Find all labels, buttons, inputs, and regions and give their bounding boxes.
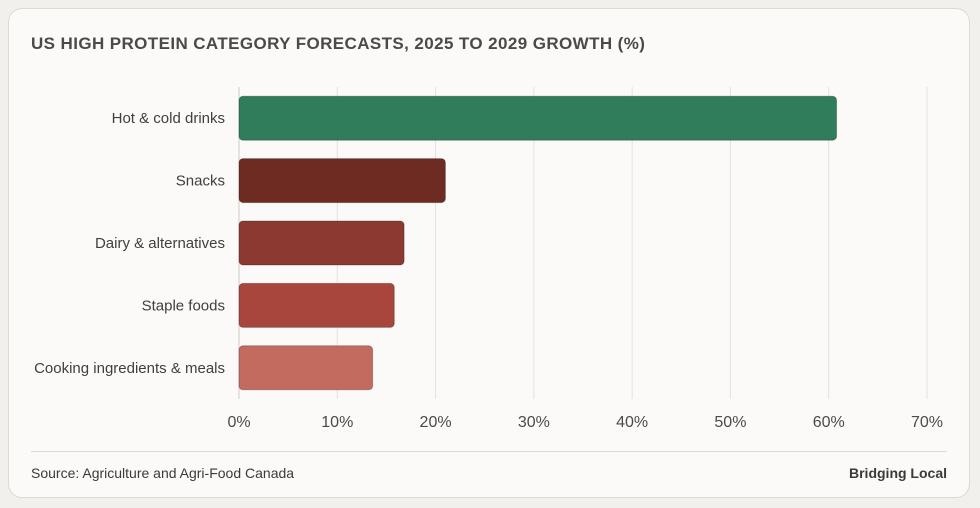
bar [238,282,395,328]
x-tick-label: 50% [714,414,746,431]
x-tick-label: 10% [321,414,353,431]
x-tick-label: 70% [911,414,943,431]
brand-name: Bridging Local [849,465,947,481]
category-label: Hot & cold drinks [112,110,225,127]
footer-divider [31,451,947,452]
category-label: Cooking ingredients & meals [34,360,225,377]
bar-chart: Hot & cold drinks Snacks Dairy & alternati… [34,87,943,431]
chart-card: US HIGH PROTEIN CATEGORY FORECASTS, 2025… [8,8,970,498]
x-tick-label: 40% [616,414,648,431]
category-label: Snacks [176,173,225,190]
bar [238,345,374,391]
source-note: Source: Agriculture and Agri-Food Canada [31,465,295,481]
x-tick-label: 0% [227,414,250,431]
category-label: Staple foods [142,297,225,314]
category-label: Dairy & alternatives [95,235,225,252]
bar [238,220,405,266]
bar [238,158,446,204]
x-tick-label: 20% [420,414,452,431]
chart-title: US HIGH PROTEIN CATEGORY FORECASTS, 2025… [31,34,646,53]
x-tick-label: 30% [518,414,550,431]
x-tick-label: 60% [813,414,845,431]
bar [238,95,838,141]
